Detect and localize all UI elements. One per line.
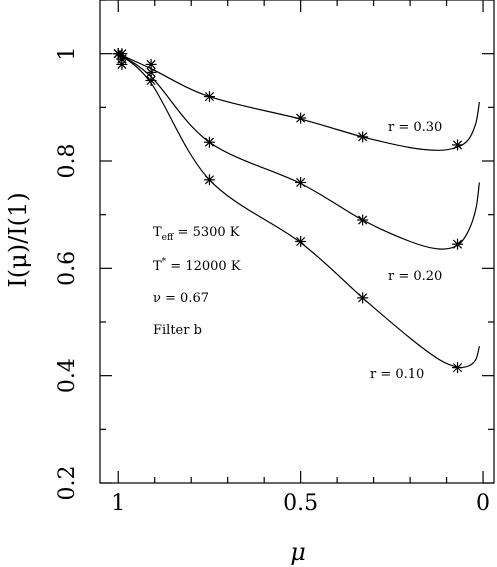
- data-point: [295, 176, 307, 188]
- x-tick-label: 0.5: [283, 491, 318, 516]
- series-label: r = 0.20: [388, 269, 442, 284]
- data-point: [357, 131, 369, 143]
- tick-labels: 1 0.5 0 0.2 0.4 0.6 0.8 1: [55, 47, 490, 516]
- data-point: [295, 112, 307, 124]
- y-tick-label: 0.4: [55, 358, 80, 393]
- data-point: [452, 238, 464, 250]
- data-point: [357, 214, 369, 226]
- annotation-teff: Teff = 5300 K: [153, 225, 240, 243]
- series-line-2: [117, 53, 480, 369]
- annotation-tstar: T* = 12000 K: [153, 257, 241, 274]
- data-point: [452, 362, 464, 374]
- x-tick-label: 1: [111, 491, 125, 516]
- y-tick-label: 0.8: [55, 144, 80, 179]
- annotation-block: Teff = 5300 K T* = 12000 K ν = 0.67 Filt…: [153, 225, 241, 338]
- series-line-1: [117, 53, 480, 250]
- y-tick-label: 0.2: [55, 466, 80, 501]
- plot-frame: [99, 0, 495, 484]
- series-curves: [117, 53, 480, 369]
- y-axis-title: I(μ)/I(1): [4, 192, 32, 287]
- series-labels: r = 0.30 r = 0.20 r = 0.10: [370, 120, 442, 382]
- y-tick-label: 1: [55, 47, 80, 61]
- series-line-0: [117, 53, 480, 151]
- data-point: [145, 66, 157, 78]
- data-point: [145, 75, 157, 86]
- annotation-nu: ν = 0.67: [153, 291, 209, 306]
- series-label: r = 0.30: [388, 120, 442, 135]
- series-markers: [112, 48, 464, 374]
- x-axis-title: μ: [290, 538, 306, 566]
- data-point: [116, 53, 128, 65]
- x-tick-label: 0: [476, 491, 490, 516]
- data-point: [203, 174, 215, 186]
- y-tick-label: 0.6: [55, 251, 80, 286]
- data-point: [295, 236, 307, 247]
- data-point: [357, 292, 369, 304]
- annotation-filter: Filter b: [153, 323, 202, 338]
- tick-marks: [100, 0, 494, 484]
- data-point: [203, 91, 215, 103]
- data-point: [452, 139, 464, 151]
- series-label: r = 0.10: [370, 367, 424, 382]
- data-point: [203, 136, 215, 148]
